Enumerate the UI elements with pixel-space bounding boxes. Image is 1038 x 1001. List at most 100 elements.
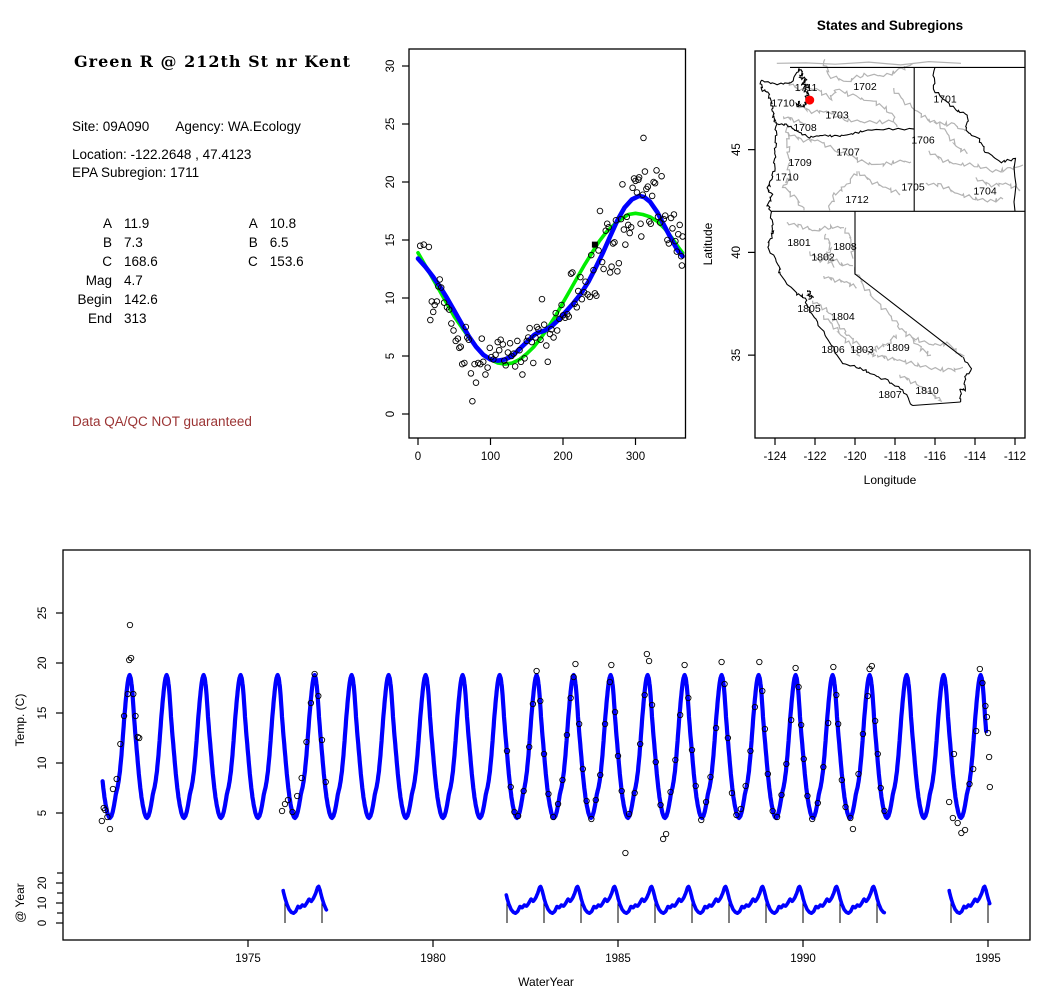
fit1-row: Begin 142.6: [60, 290, 158, 309]
map-region-label: 1709: [788, 157, 812, 169]
fit-params-col1: A 11.9 B 7.3 C 168.6 Mag 4.7 Begin 142.6 End 313: [60, 214, 158, 328]
svg-text:25: 25: [37, 607, 49, 620]
map-region-label: 1711: [795, 82, 818, 94]
map-region-label: 1804: [831, 311, 855, 323]
svg-text:Longitude: Longitude: [864, 473, 917, 487]
svg-text:1980: 1980: [420, 953, 446, 965]
svg-text:1975: 1975: [235, 953, 261, 965]
svg-text:-114: -114: [964, 451, 987, 463]
svg-text:0: 0: [385, 411, 397, 417]
map-region-label: 1707: [836, 147, 860, 159]
svg-text:40: 40: [731, 246, 743, 259]
param-value: 11.9: [124, 216, 150, 231]
svg-text:-112: -112: [1004, 451, 1026, 463]
map-title: States and Subregions: [817, 18, 963, 33]
map-region-label: 1708: [793, 122, 817, 134]
map-region-label: 1808: [833, 241, 857, 253]
svg-text:0: 0: [415, 451, 421, 463]
fit2-row: C 153.6: [206, 252, 304, 271]
param-value: 6.5: [269, 235, 289, 250]
subregion-map: 1711 1702 1701 1703 1710 1708 1706 1707 1709 1710…: [701, 18, 1026, 487]
map-region-label: 1806: [821, 344, 845, 356]
svg-text:100: 100: [481, 451, 500, 463]
param-value: 7.3: [124, 235, 143, 250]
map-region-label: 1703: [825, 110, 849, 122]
map-region-label: 1702: [853, 81, 877, 93]
param-label: B: [248, 235, 258, 250]
map-region-label: 1704: [973, 186, 997, 198]
svg-text:20: 20: [385, 176, 397, 189]
svg-text:10: 10: [37, 757, 49, 770]
fit1-row: A 11.9: [60, 214, 158, 233]
param-value: 313: [124, 311, 147, 326]
param-label: Begin: [77, 292, 112, 307]
svg-text:WaterYear: WaterYear: [518, 975, 574, 989]
map-region-label: 1805: [797, 303, 821, 315]
svg-text:Temp. (C): Temp. (C): [13, 694, 27, 747]
map-region-label: 1701: [933, 93, 957, 105]
fit-params-col2: A 10.8 B 6.5 C 153.6: [206, 214, 304, 328]
svg-text:15: 15: [37, 707, 49, 720]
param-value: 168.6: [124, 254, 158, 269]
map-region-label: 1809: [886, 342, 910, 354]
site-id: Site: 09A090: [72, 119, 150, 134]
map-region-label: 1712: [845, 194, 869, 206]
svg-text:1990: 1990: [790, 953, 816, 965]
map-region-label: 1810: [915, 385, 939, 397]
qa-warning-text: Data QA/QC NOT guaranteed: [72, 414, 252, 429]
svg-text:Latitude: Latitude: [701, 222, 715, 265]
svg-text:35: 35: [731, 349, 743, 362]
svg-text:5: 5: [37, 810, 49, 816]
param-label: C: [102, 254, 112, 269]
svg-text:10: 10: [37, 897, 49, 910]
param-label: C: [248, 254, 258, 269]
map-region-label: 1803: [850, 344, 874, 356]
svg-text:@ Year: @ Year: [13, 883, 27, 923]
map-region-label: 1705: [901, 182, 925, 194]
svg-text:200: 200: [553, 451, 572, 463]
svg-text:-122: -122: [803, 451, 826, 463]
param-value: 142.6: [124, 292, 158, 307]
agency: Agency: WA.Ecology: [175, 119, 301, 134]
svg-text:25: 25: [385, 118, 397, 131]
svg-text:1995: 1995: [975, 953, 1001, 965]
param-label: Mag: [85, 273, 112, 288]
seasonal-fit-plot: 0 100 200 300 0 5 10 15 20 25 30: [385, 48, 687, 463]
fit2-row: B 6.5: [206, 233, 304, 252]
param-label: A: [102, 216, 112, 231]
param-label: End: [87, 311, 112, 326]
fit1-row: Mag 4.7: [60, 271, 158, 290]
param-label: A: [248, 216, 258, 231]
svg-text:-120: -120: [843, 451, 866, 463]
map-region-label: 1710: [771, 97, 795, 109]
svg-text:-118: -118: [884, 451, 906, 463]
svg-text:-124: -124: [763, 451, 787, 463]
site-agency-line: Site: 09A090 Agency: WA.Ecology: [72, 119, 301, 134]
station-title: Green R @ 212th St nr Kent: [74, 52, 351, 71]
timeseries-plot: 1975 1980 1985 1990 1995 5 10 15 20 25 0 10 20 WaterY…: [13, 549, 1031, 989]
svg-text:30: 30: [385, 60, 397, 73]
svg-text:10: 10: [385, 292, 397, 305]
param-label: B: [102, 235, 112, 250]
param-value: 153.6: [269, 254, 304, 269]
svg-text:-116: -116: [924, 451, 946, 463]
map-region-label: 1801: [787, 237, 811, 249]
fit1-row: B 7.3: [60, 233, 158, 252]
location-line: Location: -122.2648 , 47.4123: [72, 147, 252, 162]
svg-text:5: 5: [385, 353, 397, 359]
map-region-label: 1807: [878, 389, 902, 401]
fit2-row: A 10.8: [206, 214, 304, 233]
param-value: 4.7: [124, 273, 143, 288]
epa-subregion-line: EPA Subregion: 1711: [72, 165, 200, 180]
svg-text:0: 0: [37, 920, 49, 926]
fit1-row: C 168.6: [60, 252, 158, 271]
site-location-marker: [805, 95, 815, 105]
map-region-label: 1706: [911, 134, 935, 146]
svg-text:15: 15: [385, 234, 397, 247]
svg-text:300: 300: [626, 451, 645, 463]
map-region-label: 1802: [811, 252, 835, 264]
fit1-row: End 313: [60, 309, 158, 328]
svg-text:1985: 1985: [605, 953, 631, 965]
